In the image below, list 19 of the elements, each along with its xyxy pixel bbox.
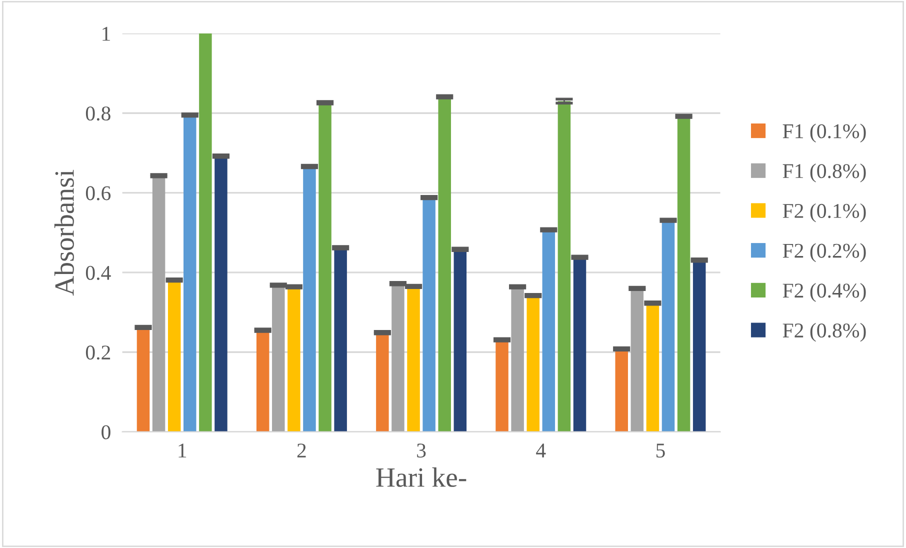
y-tick-label: 0.4 bbox=[86, 266, 111, 280]
legend-label: F2 (0.1%) bbox=[782, 203, 866, 222]
y-axis-title: Absorbansi bbox=[54, 170, 74, 296]
y-tick-label: 0 bbox=[102, 425, 110, 440]
legend-label: F2 (0.8%) bbox=[782, 322, 866, 342]
x-axis-title: Hari ke- bbox=[376, 467, 466, 487]
legend-label: F2 (0.4%) bbox=[782, 283, 866, 302]
legend-label: F2 (0.2%) bbox=[782, 243, 866, 262]
y-tick-label: 1 bbox=[102, 26, 110, 41]
legend-label: F1 (0.1%) bbox=[782, 124, 866, 142]
y-tick-label: 0.6 bbox=[86, 186, 111, 200]
x-tick-label: 2 bbox=[297, 444, 306, 458]
x-tick-label: 1 bbox=[178, 444, 186, 458]
x-tick-label: 4 bbox=[536, 444, 546, 458]
legend-label: F1 (0.8%) bbox=[782, 163, 866, 182]
y-tick-label: 0.8 bbox=[86, 106, 110, 121]
x-tick-label: 3 bbox=[417, 444, 426, 458]
y-tick-label: 0.2 bbox=[86, 346, 110, 360]
x-tick-label: 5 bbox=[656, 444, 665, 458]
